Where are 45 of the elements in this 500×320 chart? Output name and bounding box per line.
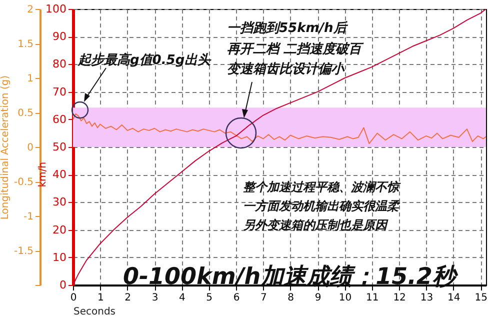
x-tick-label: 8 <box>288 292 294 304</box>
annotation: 0-100km/h加速成绩：15.2秒 <box>123 264 458 290</box>
y2-axis-title: Longitudinal Acceleration (g) <box>0 75 11 220</box>
x-tick-label: 10 <box>338 292 352 304</box>
annotation: 另外变速箱的压制也是原因 <box>242 218 389 232</box>
y-tick-label: 40 <box>52 168 66 182</box>
x-tick-label: 3 <box>152 292 158 304</box>
annotation: 再开二档 二挡速度破百 <box>227 41 365 57</box>
x-tick-label: 15 <box>474 292 488 304</box>
x-tick-label: 12 <box>393 292 406 304</box>
x-tick-label: 14 <box>448 292 460 304</box>
y2-tick-label: -1.5 <box>14 246 34 257</box>
y-tick-label: 100 <box>46 2 66 16</box>
x-tick-label: 2 <box>124 292 132 304</box>
y2-tick-label: -1 <box>24 212 34 222</box>
x-tick-label: 13 <box>420 292 434 304</box>
y-axis-title: km/h <box>38 162 48 188</box>
y-tick-label: 0 <box>60 278 66 292</box>
y-tick-label: 30 <box>52 196 66 209</box>
y2-tick-label: 0 <box>27 142 34 154</box>
x-tick-label: 4 <box>178 292 186 304</box>
y-tick-label: 80 <box>52 58 66 71</box>
y-tick-label: 70 <box>52 85 66 98</box>
y-tick-label: 10 <box>52 250 66 264</box>
x-tick-label: 6 <box>233 292 240 304</box>
y2-tick-label: -0.5 <box>14 177 34 188</box>
y-tick-label: 20 <box>52 223 66 236</box>
y2-tick-label: 1 <box>27 74 34 84</box>
y2-tick-label: 1.5 <box>18 39 34 50</box>
y2-tick-label: 0.5 <box>18 108 34 119</box>
annotation: 整个加速过程平稳、波澜不惊 <box>243 180 401 194</box>
y2-tick-label: 2 <box>27 4 34 16</box>
annotation: 一方面发动机输出确实很温柔 <box>243 199 401 213</box>
x-tick-label: 1 <box>97 292 104 304</box>
annotation: 一挡跑到55km/h后 <box>227 20 348 36</box>
x-tick-label: 7 <box>260 292 267 304</box>
x-tick-label: 11 <box>366 292 379 304</box>
x-tick-label: 0 <box>70 292 77 304</box>
y-tick-label: 60 <box>52 112 66 126</box>
annotation: 变速箱齿比设计偏小 <box>227 61 345 77</box>
x-axis-title: Seconds <box>74 306 116 318</box>
y-tick-label: 90 <box>52 30 66 44</box>
x-tick-label: 5 <box>206 292 213 304</box>
y-tick-label: 50 <box>52 140 66 154</box>
x-tick-label: 9 <box>314 292 322 304</box>
